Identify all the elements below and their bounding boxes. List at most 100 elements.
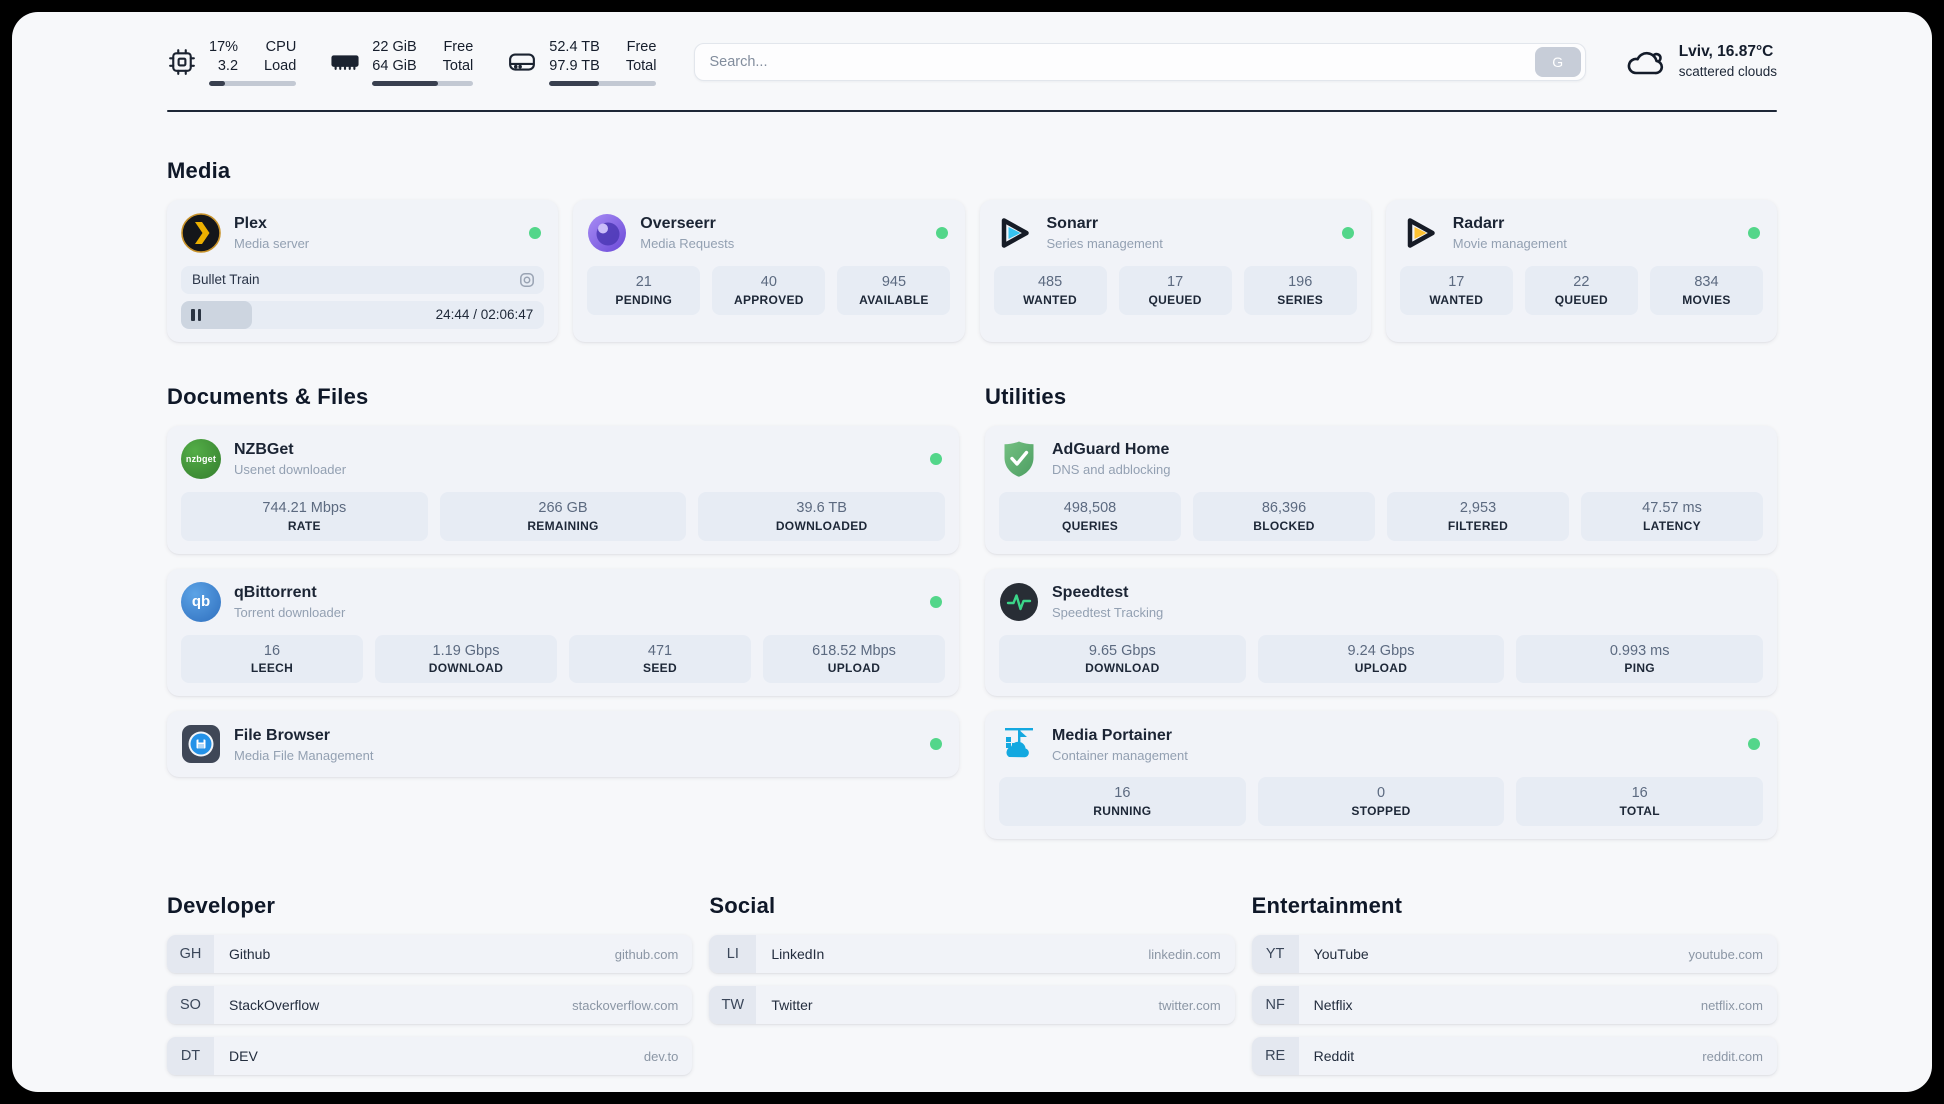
service-card-adguard[interactable]: AdGuard Home DNS and adblocking 498,508 …	[985, 425, 1777, 554]
status-online-dot	[935, 226, 948, 239]
stat-leech: 16 LEECH	[181, 634, 363, 684]
filebrowser-icon	[181, 724, 221, 764]
service-name: AdGuard Home	[1052, 441, 1170, 459]
bookmark-twitter[interactable]: TW Twitter twitter.com	[709, 986, 1235, 1025]
bookmark-abbr: GH	[167, 935, 214, 974]
weather-location-temp: Lviv, 16.87°C	[1678, 43, 1774, 61]
bookmark-group-social: Social LI LinkedIn linkedin.com TW Twitt…	[709, 893, 1235, 1075]
bookmark-abbr: TW	[709, 986, 757, 1025]
cpu-progress-track	[209, 80, 297, 86]
service-name: Radarr	[1452, 215, 1505, 233]
service-card-overseerr[interactable]: Overseerr Media Requests 21 PENDING 40 A…	[573, 199, 965, 342]
bookmark-reddit[interactable]: RE Reddit reddit.com	[1251, 1037, 1777, 1076]
bookmark-url: github.com	[614, 946, 679, 962]
disk-total-label: Total	[625, 57, 657, 74]
pause-icon[interactable]	[191, 308, 201, 321]
bookmark-url: stackoverflow.com	[572, 997, 679, 1013]
plex-now-playing-title: Bullet Train	[192, 272, 260, 288]
service-subtitle: Series management	[1046, 236, 1163, 252]
service-name: Media Portainer	[1052, 726, 1173, 744]
nzbget-icon: nzbget	[181, 438, 221, 479]
dashboard-panel: 17% 3.2 CPU Load	[12, 12, 1932, 1092]
memory-free-value: 22 GiB	[372, 39, 417, 55]
section-title-documents: Documents & Files	[167, 383, 369, 409]
section-title-entertainment: Entertainment	[1251, 893, 1403, 919]
status-online-dot	[1341, 226, 1354, 239]
bookmark-abbr: YT	[1251, 935, 1299, 974]
plex-now-playing-row[interactable]: Bullet Train	[181, 265, 545, 294]
service-card-speedtest[interactable]: Speedtest Speedtest Tracking 9.65 Gbps D…	[985, 568, 1777, 697]
service-name: Overseerr	[640, 215, 716, 233]
section-title-media: Media	[167, 157, 231, 183]
stat-available: 945 AVAILABLE	[837, 265, 951, 315]
bookmark-abbr: DT	[167, 1037, 214, 1076]
disk-progress-fill	[549, 80, 599, 86]
bookmark-url: reddit.com	[1702, 1048, 1763, 1064]
stat-wanted: 17 WANTED	[1399, 265, 1513, 315]
service-subtitle: Media server	[234, 236, 310, 252]
bookmarks-section: Developer GH Github github.com SO StackO…	[167, 893, 1777, 1092]
disk-total-value: 97.9 TB	[549, 57, 600, 74]
bookmark-name: Reddit	[1313, 1048, 1355, 1065]
speedtest-icon	[999, 582, 1039, 622]
service-card-filebrowser[interactable]: File Browser Media File Management	[167, 711, 959, 778]
memory-free-label: Free	[443, 39, 474, 55]
service-name: NZBGet	[234, 441, 294, 459]
bookmark-stackoverflow[interactable]: SO StackOverflow stackoverflow.com	[167, 986, 693, 1025]
service-name: Speedtest	[1052, 584, 1129, 602]
service-card-qbittorrent[interactable]: qb qBittorrent Torrent downloader 16 LEE…	[167, 568, 959, 697]
stat-wanted: 485 WANTED	[993, 265, 1107, 315]
section-title-social: Social	[709, 893, 776, 919]
bookmark-group-entertainment: Entertainment YT YouTube youtube.com NF …	[1251, 893, 1777, 1076]
section-title-utilities: Utilities	[985, 383, 1067, 409]
bookmark-url: dev.to	[643, 1048, 679, 1064]
memory-total-label: Total	[442, 57, 474, 74]
bookmark-netflix[interactable]: NF Netflix netflix.com	[1251, 986, 1777, 1025]
disk-progress-track	[549, 80, 657, 86]
bookmark-github[interactable]: GH Github github.com	[167, 935, 693, 974]
bookmark-dev[interactable]: DT DEV dev.to	[167, 1037, 693, 1076]
overseerr-icon	[587, 213, 627, 253]
search-bar: G	[694, 42, 1586, 81]
stat-series: 196 SERIES	[1243, 265, 1357, 315]
bookmark-name: DEV	[229, 1048, 258, 1065]
service-card-sonarr[interactable]: Sonarr Series management 485 WANTED 17 Q…	[979, 199, 1371, 342]
bookmark-linkedin[interactable]: LI LinkedIn linkedin.com	[709, 935, 1235, 974]
utilities-column: Utilities	[985, 384, 1777, 840]
weather-widget[interactable]: Lviv, 16.87°C scattered clouds	[1624, 42, 1777, 81]
search-engine-button[interactable]: G	[1534, 46, 1581, 77]
header-divider	[167, 109, 1777, 112]
qbittorrent-icon: qb	[181, 581, 221, 622]
stat-queued: 22 QUEUED	[1524, 265, 1638, 315]
cloud-icon	[1627, 51, 1663, 75]
bookmark-youtube[interactable]: YT YouTube youtube.com	[1251, 935, 1777, 974]
service-card-portainer[interactable]: Media Portainer Container management 16 …	[985, 711, 1777, 840]
disk-free-label: Free	[626, 39, 657, 55]
portainer-icon	[999, 724, 1039, 764]
memory-total-value: 64 GiB	[372, 57, 417, 74]
bookmark-name: StackOverflow	[229, 997, 320, 1014]
cpu-load-label: Load	[264, 57, 297, 74]
plex-time: 24:44 / 02:06:47	[435, 306, 534, 322]
radarr-icon	[1400, 213, 1440, 253]
disk-icon	[509, 53, 536, 71]
status-online-dot	[930, 738, 942, 751]
service-card-radarr[interactable]: Radarr Movie management 17 WANTED 22 QUE…	[1385, 199, 1777, 342]
status-online-dot	[930, 595, 942, 608]
service-card-plex[interactable]: Plex Media server Bullet Train 24:44 / 0	[167, 199, 559, 342]
search-input[interactable]	[709, 53, 1535, 70]
camera-icon[interactable]	[519, 272, 535, 288]
stat-download: 9.65 Gbps DOWNLOAD	[999, 634, 1246, 684]
service-name: qBittorrent	[234, 584, 317, 602]
stat-approved: 40 APPROVED	[712, 265, 826, 315]
service-subtitle: Usenet downloader	[234, 462, 347, 478]
stat-stopped: 0 STOPPED	[1257, 777, 1505, 827]
stat-running: 16 RUNNING	[999, 777, 1246, 827]
service-card-nzbget[interactable]: nzbget NZBGet Usenet downloader 744.21 M…	[167, 425, 959, 554]
plex-progress-bar[interactable]: 24:44 / 02:06:47	[181, 300, 545, 329]
bookmark-url: linkedin.com	[1148, 946, 1221, 962]
bookmark-abbr: SO	[167, 986, 214, 1025]
stat-blocked: 86,396 BLOCKED	[1193, 491, 1375, 541]
bookmark-name: LinkedIn	[771, 946, 825, 963]
cpu-value-percent: 17%	[209, 39, 239, 55]
